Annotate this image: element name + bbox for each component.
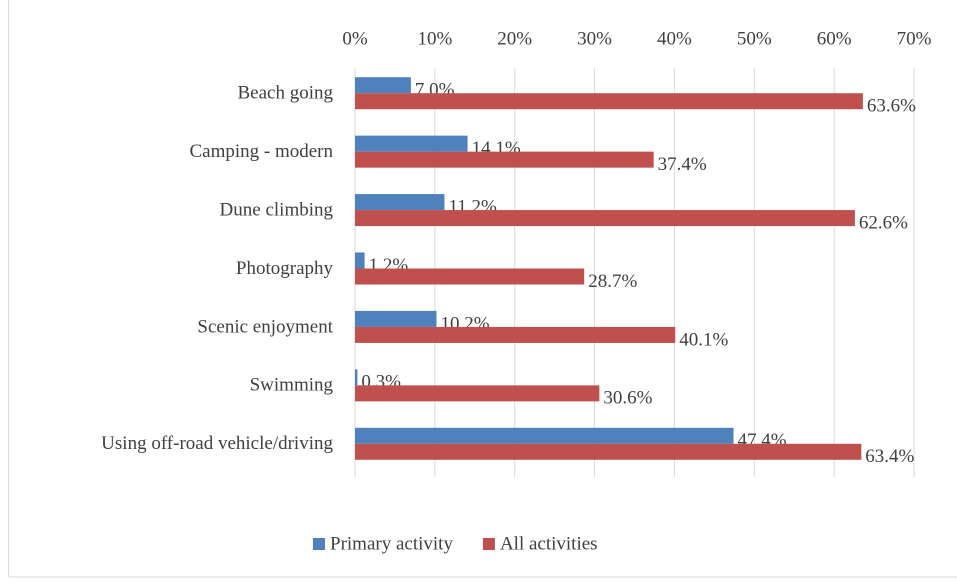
y-tick-label: Swimming (250, 375, 334, 396)
y-tick-label: Camping - modern (189, 141, 333, 162)
x-tick-label: 0% (342, 28, 368, 49)
bar (355, 136, 468, 152)
bar (355, 369, 357, 385)
y-tick-label: Photography (236, 258, 334, 279)
bar (355, 253, 365, 269)
x-tick-label: 70% (897, 28, 932, 49)
data-label: 30.6% (603, 388, 652, 409)
x-tick-label: 60% (817, 28, 852, 49)
bar (355, 93, 863, 109)
bar (355, 269, 584, 285)
y-tick-label: Scenic enjoyment (197, 316, 333, 337)
data-label: 62.6% (859, 212, 908, 233)
x-tick-label: 10% (417, 28, 452, 49)
x-tick-label: 30% (577, 28, 612, 49)
legend-swatch (313, 538, 325, 550)
bar (355, 210, 855, 226)
bar (355, 77, 411, 93)
bar (355, 444, 861, 460)
data-label: 28.7% (588, 271, 637, 292)
data-label: 37.4% (658, 154, 707, 175)
bar (355, 152, 654, 168)
legend-label: Primary activity (330, 533, 453, 554)
bar (355, 385, 599, 401)
y-tick-label: Dune climbing (220, 199, 334, 220)
bar (355, 327, 675, 343)
data-label: 40.1% (679, 329, 728, 350)
y-tick-label: Beach going (237, 83, 333, 104)
legend-label: All activities (500, 533, 598, 554)
legend-swatch (483, 538, 495, 550)
data-label: 63.4% (865, 446, 914, 467)
x-tick-label: 20% (497, 28, 532, 49)
x-tick-label: 40% (657, 28, 692, 49)
x-tick-label: 50% (737, 28, 772, 49)
chart-frame (9, 0, 957, 577)
data-label: 63.6% (867, 96, 916, 117)
bar (355, 428, 734, 444)
bar (355, 311, 436, 327)
y-tick-label: Using off-road vehicle/driving (101, 433, 333, 454)
bar (355, 194, 444, 210)
